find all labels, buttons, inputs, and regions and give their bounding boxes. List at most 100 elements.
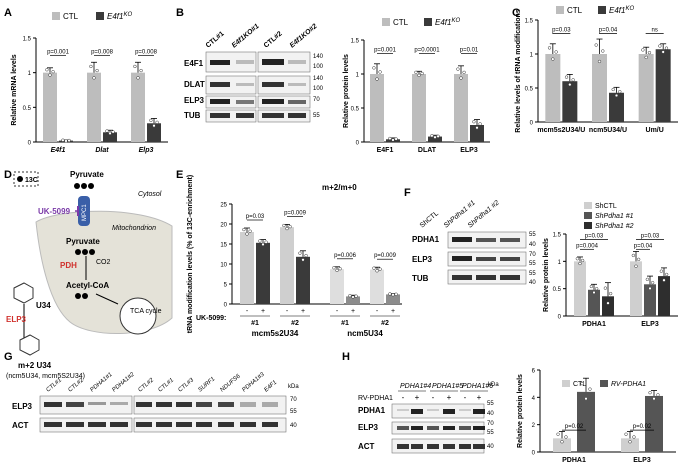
data-point [391,293,395,297]
acetyl-coa-label: Acetyl-CoA [66,281,109,290]
data-point [375,77,379,81]
blot-b-row-e4f1: E4F1 [184,59,204,68]
data-point [608,291,613,296]
band [500,257,520,261]
x-tick-label: ELP3 [641,321,659,328]
y-tick-label: 0 [530,121,534,127]
group-label: mcm5s2U34 [252,329,299,338]
band [473,444,485,449]
data-point [417,73,421,78]
y-tick-label: 1 [530,53,534,59]
band [427,426,439,430]
p-value-label: p=0.001 [374,48,397,54]
treatment-minus: - [286,308,289,315]
band [236,113,254,118]
data-point [556,432,560,436]
y-axis-label: Relative protein levels [517,374,524,448]
y-tick-label: 1.5 [23,37,32,43]
band [88,402,106,405]
p-value-label: p=0.009 [284,210,307,216]
treatment-minus: - [432,393,435,402]
band [262,113,284,118]
panel-label-f: F [404,187,411,199]
blot-h-lane-label: PDHA1#5 [432,383,463,390]
data-point [301,258,305,262]
treatment-minus: - [402,393,405,402]
data-point [378,267,382,271]
bar-rv-pdha1 [577,391,595,452]
data-point [354,294,358,298]
bar-ctl [592,54,607,122]
p-value-label: p=0.03 [641,233,660,239]
blot-b-marker: 140 [313,76,324,82]
blot-f-row-pdha1: PDHA1 [412,235,440,244]
y-axis-label: Relative levels of tRNA modifications [515,9,522,133]
blot-g-lane-label: NDUFS6 [219,373,242,393]
replicate-label: #1 [341,320,349,327]
legend-shpdha1-1: ShPdha1 #1 [595,213,634,220]
legend-13c: 13C [25,177,38,184]
panel-label-g: G [4,351,13,363]
y-axis-label: Relative protein levels [543,238,550,312]
p-value-label: ns [651,28,657,34]
replicate-label: #2 [291,320,299,327]
band [397,444,409,449]
band [240,422,256,427]
bar-shctl [630,261,642,316]
blot-b-lane-4: E4f1KO#2 [289,23,319,50]
band [66,422,84,427]
data-point [139,68,143,73]
y-tick-label: 6 [532,369,536,375]
bar-ctl [87,72,101,142]
data-point [634,264,638,268]
data-point [45,68,49,72]
band [397,426,409,430]
data-point [152,124,156,128]
blot-g-marker: 55 [290,409,297,415]
inhibitor-label: UK-5099 [38,207,71,216]
data-point [551,57,555,61]
treatment-plus: + [447,393,452,402]
data-point [51,70,55,74]
y-tick-label: 1 [558,260,562,266]
blot-f-marker: 55 [529,271,536,277]
data-point [547,46,552,50]
data-point [155,120,159,124]
legend-swatch-ctl [52,12,60,20]
data-point [594,287,599,291]
data-point [589,284,594,289]
y-tick-label: 0.5 [23,106,32,112]
data-point [285,226,289,231]
data-point [375,269,379,273]
x-tick-label: Elp3 [139,147,154,154]
blot-b-row-elp3: ELP3 [184,96,205,105]
bar-shctl [574,261,586,316]
data-point [459,76,463,80]
bar-ctl [545,54,561,122]
legend-shctl: ShCTL [595,203,617,210]
treatment-minus: - [246,308,249,315]
y-tick-label: 1.5 [553,233,562,239]
y-axis-label: Relative protein levels [343,54,350,128]
band [44,422,62,427]
p-value-label: p=0.008 [91,49,114,55]
data-point [149,118,153,123]
data-point [372,266,376,270]
band [196,422,212,427]
bar-e4f1-ko [147,123,161,142]
carbon-atom-icon [89,249,95,255]
blot-g-lane-label: CTL#3 [177,377,195,394]
data-point [571,78,575,82]
blot-b-lane-2: E4f1KO#1 [231,23,261,50]
y-tick-label: 0 [532,451,536,457]
data-point [133,64,137,69]
blot-b-marker: 100 [313,64,324,70]
p-value-label: p=0.004 [576,243,599,249]
band [459,444,471,449]
legend-swatch-ctl-c [556,6,564,14]
band [476,257,496,261]
x-tick-label: E4F1 [377,147,394,154]
data-point [554,50,558,54]
y-tick-label: 5 [224,283,228,289]
bar-ctl [553,438,571,452]
